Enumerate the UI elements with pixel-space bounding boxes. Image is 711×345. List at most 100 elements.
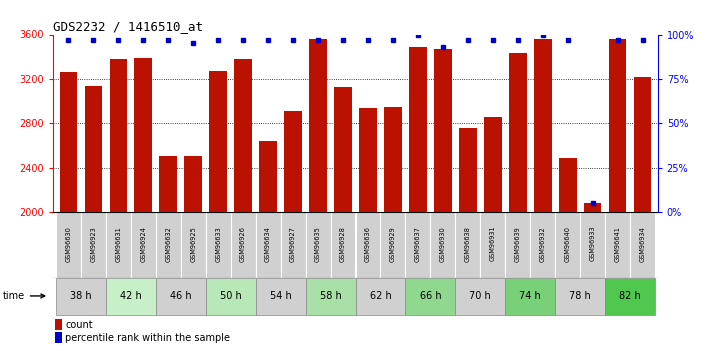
Text: 54 h: 54 h xyxy=(269,291,292,301)
Bar xyxy=(384,107,402,212)
Bar xyxy=(56,278,106,315)
Bar xyxy=(106,278,156,315)
Text: GSM96641: GSM96641 xyxy=(615,226,621,262)
Bar xyxy=(134,58,152,212)
Text: GSM96638: GSM96638 xyxy=(465,226,471,262)
Bar xyxy=(81,212,106,278)
Bar xyxy=(306,212,331,278)
Bar xyxy=(630,212,655,278)
Bar xyxy=(559,158,577,212)
Text: GSM96930: GSM96930 xyxy=(440,226,446,262)
Bar xyxy=(260,141,277,212)
Text: GSM96630: GSM96630 xyxy=(65,226,71,262)
Bar xyxy=(430,212,455,278)
Bar xyxy=(534,39,552,212)
Bar xyxy=(106,212,131,278)
Bar xyxy=(405,278,455,315)
Bar xyxy=(506,278,555,315)
Bar xyxy=(235,59,252,212)
Text: GSM96639: GSM96639 xyxy=(515,226,521,262)
Bar xyxy=(331,212,356,278)
Bar xyxy=(484,117,501,212)
Bar xyxy=(131,212,156,278)
Text: GSM96929: GSM96929 xyxy=(390,226,396,262)
Bar xyxy=(205,278,256,315)
Bar xyxy=(256,212,281,278)
Text: GSM96924: GSM96924 xyxy=(140,226,146,262)
Bar xyxy=(159,156,177,212)
Text: GSM96634: GSM96634 xyxy=(265,226,271,262)
Text: GSM96926: GSM96926 xyxy=(240,226,246,262)
Bar xyxy=(580,212,605,278)
Bar xyxy=(56,212,81,278)
Text: 70 h: 70 h xyxy=(469,291,491,301)
Text: 58 h: 58 h xyxy=(320,291,341,301)
Bar xyxy=(455,278,506,315)
Text: GSM96637: GSM96637 xyxy=(415,226,421,262)
Bar xyxy=(85,86,102,212)
Bar xyxy=(309,39,327,212)
Text: GSM96934: GSM96934 xyxy=(640,226,646,262)
Bar xyxy=(634,77,651,212)
Bar xyxy=(109,59,127,212)
Bar xyxy=(509,53,527,212)
Bar xyxy=(55,332,62,343)
Bar xyxy=(434,49,451,212)
Text: GSM96640: GSM96640 xyxy=(565,226,571,262)
Text: percentile rank within the sample: percentile rank within the sample xyxy=(65,333,230,343)
Text: GSM96923: GSM96923 xyxy=(90,226,96,262)
Text: 66 h: 66 h xyxy=(419,291,442,301)
Bar xyxy=(181,212,205,278)
Bar xyxy=(555,212,580,278)
Text: count: count xyxy=(65,320,93,330)
Bar xyxy=(380,212,405,278)
Text: GSM96927: GSM96927 xyxy=(290,226,296,262)
Bar xyxy=(605,278,655,315)
Text: 38 h: 38 h xyxy=(70,291,92,301)
Bar xyxy=(284,111,301,212)
Text: 50 h: 50 h xyxy=(220,291,242,301)
Bar xyxy=(156,278,205,315)
Bar xyxy=(459,128,476,212)
Text: GSM96925: GSM96925 xyxy=(190,226,196,262)
Bar xyxy=(410,47,427,212)
Bar xyxy=(506,212,530,278)
Bar xyxy=(359,108,377,212)
Bar xyxy=(609,39,626,212)
Text: time: time xyxy=(3,291,45,301)
Text: GSM96631: GSM96631 xyxy=(115,226,122,262)
Text: 62 h: 62 h xyxy=(370,291,391,301)
Bar xyxy=(55,319,62,330)
Bar xyxy=(230,212,256,278)
Text: GSM96635: GSM96635 xyxy=(315,226,321,262)
Text: 42 h: 42 h xyxy=(120,291,141,301)
Bar xyxy=(306,278,356,315)
Text: GSM96633: GSM96633 xyxy=(215,226,221,262)
Text: GSM96931: GSM96931 xyxy=(490,226,496,262)
Bar xyxy=(455,212,481,278)
Bar xyxy=(334,87,352,212)
Text: GSM96933: GSM96933 xyxy=(589,226,596,262)
Bar xyxy=(356,212,380,278)
Bar xyxy=(256,278,306,315)
Bar xyxy=(555,278,605,315)
Text: 78 h: 78 h xyxy=(570,291,591,301)
Bar xyxy=(584,203,602,212)
Bar xyxy=(530,212,555,278)
Text: GSM96636: GSM96636 xyxy=(365,226,371,262)
Text: 82 h: 82 h xyxy=(619,291,641,301)
Text: 46 h: 46 h xyxy=(170,291,191,301)
Text: GSM96932: GSM96932 xyxy=(540,226,546,262)
Bar xyxy=(356,278,405,315)
Bar xyxy=(481,212,506,278)
Bar xyxy=(205,212,230,278)
Bar xyxy=(405,212,430,278)
Bar xyxy=(605,212,630,278)
Bar xyxy=(184,156,202,212)
Bar xyxy=(60,72,77,212)
Bar xyxy=(156,212,181,278)
Text: 74 h: 74 h xyxy=(520,291,541,301)
Bar xyxy=(210,71,227,212)
Text: GDS2232 / 1416510_at: GDS2232 / 1416510_at xyxy=(53,20,203,33)
Text: GSM96632: GSM96632 xyxy=(165,226,171,262)
